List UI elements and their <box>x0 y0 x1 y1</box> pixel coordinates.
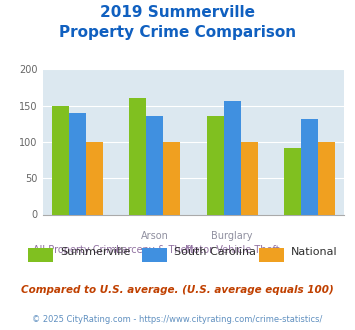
Text: South Carolina: South Carolina <box>174 247 256 257</box>
Text: Larceny & Theft: Larceny & Theft <box>116 245 194 255</box>
Text: Motor Vehicle Theft: Motor Vehicle Theft <box>185 245 279 255</box>
Text: Burglary: Burglary <box>212 231 253 241</box>
Text: Compared to U.S. average. (U.S. average equals 100): Compared to U.S. average. (U.S. average … <box>21 285 334 295</box>
Bar <box>207 116 224 214</box>
Bar <box>284 148 301 214</box>
Bar <box>129 98 146 214</box>
Bar <box>318 142 335 214</box>
Text: 2019 Summerville: 2019 Summerville <box>100 5 255 20</box>
Text: Summerville: Summerville <box>60 247 131 257</box>
Text: Property Crime Comparison: Property Crime Comparison <box>59 25 296 40</box>
Text: National: National <box>291 247 338 257</box>
Bar <box>301 119 318 214</box>
Text: Arson: Arson <box>141 231 169 241</box>
Bar <box>146 116 163 214</box>
Bar <box>241 142 258 214</box>
Bar <box>69 113 86 214</box>
Bar <box>163 142 180 214</box>
Bar <box>52 106 69 214</box>
Bar <box>224 101 241 214</box>
Bar <box>86 142 103 214</box>
Text: All Property Crime: All Property Crime <box>33 245 122 255</box>
Text: © 2025 CityRating.com - https://www.cityrating.com/crime-statistics/: © 2025 CityRating.com - https://www.city… <box>32 315 323 324</box>
